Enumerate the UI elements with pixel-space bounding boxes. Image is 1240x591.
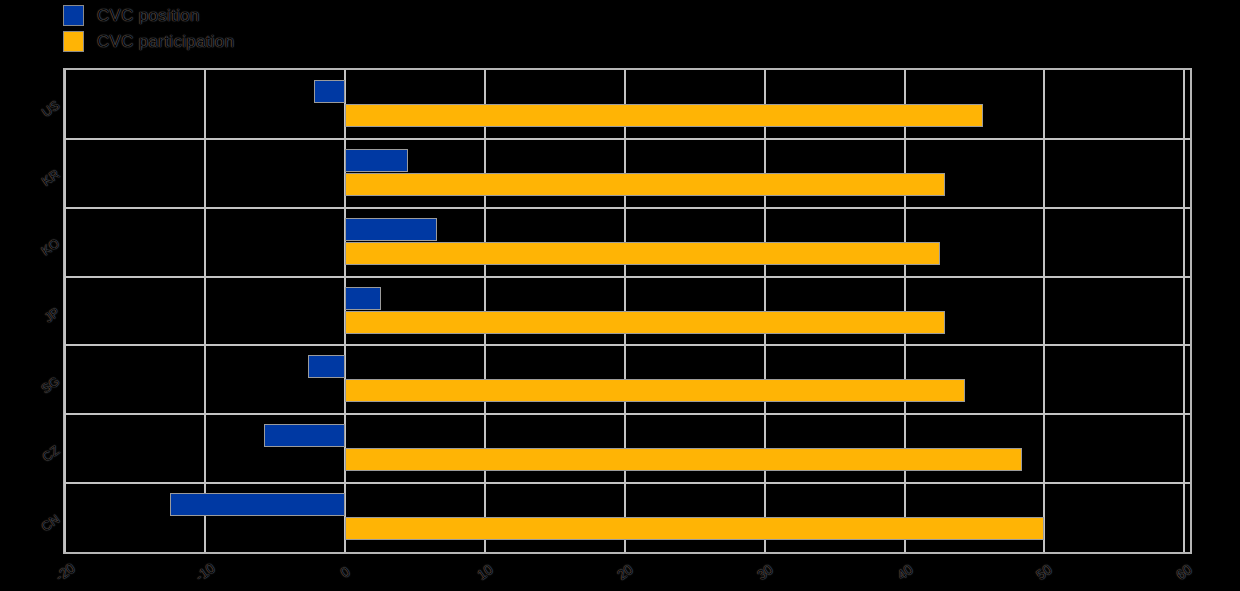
gridline-vertical xyxy=(204,70,206,552)
bar-position-CN xyxy=(170,493,345,516)
gridline-horizontal xyxy=(65,138,1190,140)
bar-participation-US xyxy=(345,104,983,127)
gridline-horizontal xyxy=(65,482,1190,484)
legend-item-position: CVC position xyxy=(63,5,234,26)
x-tick-label: 30 xyxy=(735,548,793,591)
plot-area xyxy=(63,68,1192,554)
y-axis-labels: USKRKOJPSGCZCN xyxy=(0,0,58,591)
legend-swatch-participation xyxy=(63,31,84,52)
bar-participation-KR xyxy=(345,173,945,196)
legend-label-participation: CVC participation xyxy=(97,31,234,52)
bar-participation-SG xyxy=(345,379,965,402)
x-tick-label: 60 xyxy=(1155,548,1213,591)
x-tick-label: 0 xyxy=(316,548,374,591)
y-tick-label: US xyxy=(6,98,62,144)
x-tick-label: 10 xyxy=(456,548,514,591)
x-axis-labels: -20-100102030405060 xyxy=(0,556,1240,591)
gridline-horizontal xyxy=(65,344,1190,346)
gridline-horizontal xyxy=(65,207,1190,209)
y-tick-label: SG xyxy=(6,373,62,419)
x-tick-label: 40 xyxy=(875,548,933,591)
y-tick-label: KR xyxy=(6,167,62,213)
bar-position-KR xyxy=(345,149,408,172)
bar-participation-JP xyxy=(345,311,945,334)
bar-participation-KO xyxy=(345,242,940,265)
bar-position-CZ xyxy=(264,424,345,447)
x-tick-label: 50 xyxy=(1015,548,1073,591)
gridline-vertical xyxy=(1043,70,1045,552)
gridline-vertical xyxy=(1183,70,1185,552)
x-tick-label: -10 xyxy=(176,548,234,591)
legend-item-participation: CVC participation xyxy=(63,31,234,52)
bar-position-SG xyxy=(308,355,344,378)
bar-participation-CZ xyxy=(345,448,1022,471)
y-tick-label: JP xyxy=(6,304,62,350)
legend: CVC position CVC participation xyxy=(63,5,234,52)
gridline-vertical xyxy=(64,70,66,552)
gridline-horizontal xyxy=(65,276,1190,278)
gridline-horizontal xyxy=(65,413,1190,415)
y-tick-label: CZ xyxy=(6,442,62,488)
bar-position-KO xyxy=(345,218,437,241)
bar-position-US xyxy=(314,80,345,103)
bar-position-JP xyxy=(345,287,381,310)
y-tick-label: KO xyxy=(6,235,62,281)
legend-swatch-position xyxy=(63,5,84,26)
y-tick-label: CN xyxy=(6,511,62,557)
x-tick-label: 20 xyxy=(596,548,654,591)
bar-participation-CN xyxy=(345,517,1045,540)
legend-label-position: CVC position xyxy=(97,5,200,26)
